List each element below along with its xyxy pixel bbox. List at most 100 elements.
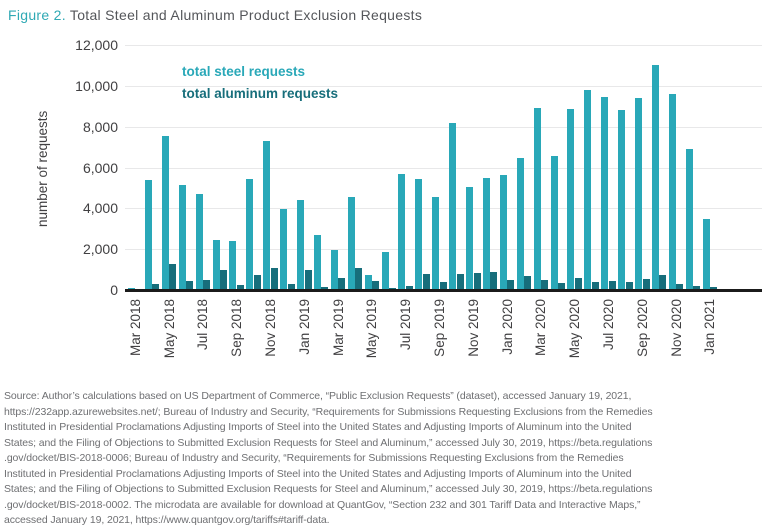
- bar-aluminum-Nov-2018: [270, 267, 278, 290]
- bar-steel-Mar-2019: [330, 250, 338, 290]
- bar-aluminum-Dec-2018: [287, 283, 295, 290]
- bar-aluminum-Jul-2020: [608, 280, 616, 290]
- source-line: Instituted in Presidential Proclamations…: [4, 421, 632, 433]
- x-tick-label: Sep 2018: [229, 299, 245, 357]
- bar-steel-Sep-2020: [635, 98, 642, 290]
- x-tick-label: Jul 2020: [600, 299, 616, 351]
- x-tick-label: Nov 2019: [465, 299, 481, 357]
- bar-aluminum-Sep-2020: [642, 278, 650, 290]
- bar-aluminum-Aug-2020: [625, 281, 633, 290]
- bar-aluminum-Jun-2020: [591, 281, 599, 290]
- bar-aluminum-Sep-2019: [439, 282, 447, 290]
- bar-aluminum-Oct-2019: [456, 273, 464, 290]
- x-tick-label: Mar 2020: [533, 299, 549, 357]
- x-axis-line: [125, 289, 762, 292]
- bar-steel-Jan-2019: [297, 200, 304, 290]
- y-tick-label: 2,000: [82, 241, 118, 258]
- bar-aluminum-Jan-2020: [507, 279, 515, 290]
- y-tick-label: 0: [110, 282, 118, 298]
- bar-steel-Oct-2019: [449, 122, 457, 290]
- source-line: Instituted in Presidential Proclamations…: [4, 467, 632, 480]
- bar-steel-Dec-2018: [280, 209, 288, 290]
- bar-steel-Jul-2019: [398, 173, 406, 290]
- bar-steel-Sep-2019: [432, 197, 440, 290]
- x-tick-label: Jul 2019: [398, 299, 414, 351]
- bar-aluminum-Jul-2019: [405, 285, 413, 290]
- x-tick-label: Nov 2018: [262, 299, 278, 357]
- y-tick-label: 4,000: [82, 200, 118, 217]
- bar-aluminum-May-2020: [574, 277, 582, 290]
- x-tick-label: Jan 2021: [702, 299, 718, 355]
- bar-aluminum-Dec-2020: [693, 285, 701, 290]
- x-tick-label: Mar 2019: [330, 299, 346, 357]
- y-tick-label: 8,000: [82, 118, 118, 135]
- gridline: [125, 126, 762, 128]
- legend-entry-aluminum: total aluminum requests: [182, 86, 339, 101]
- bar-aluminum-Dec-2019: [490, 271, 498, 290]
- bar-aluminum-Jun-2018: [186, 281, 194, 290]
- figure-title: Figure 2. Total Steel and Aluminum Produ…: [8, 7, 422, 23]
- x-tick-label: Jan 2019: [296, 299, 312, 355]
- y-tick-label: 6,000: [82, 159, 118, 176]
- bar-steel-May-2020: [567, 109, 575, 290]
- x-tick-label: Mar 2018: [127, 299, 143, 357]
- bar-steel-Aug-2019: [415, 178, 423, 290]
- source-line: Source: Author’s calculations based on U…: [4, 390, 632, 402]
- bar-aluminum-Sep-2018: [236, 284, 244, 290]
- source-line: .gov/docket/BIS-2018-0002. The microdata…: [4, 498, 641, 511]
- y-tick-label: 10,000: [75, 77, 118, 94]
- bar-aluminum-Aug-2019: [422, 273, 430, 290]
- bar-steel-Feb-2020: [516, 158, 524, 290]
- legend-entry-steel: total steel requests: [182, 64, 306, 79]
- bar-steel-Sep-2018: [229, 241, 237, 290]
- bar-aluminum-Jul-2018: [203, 279, 211, 290]
- bar-aluminum-Mar-2020: [541, 280, 549, 290]
- x-tick-label: May 2020: [567, 299, 583, 359]
- bar-steel-Feb-2019: [313, 234, 321, 290]
- bar-aluminum-Jan-2019: [304, 269, 312, 290]
- source-line: .gov/docket/BIS-2018-0006; Bureau of Ind…: [4, 452, 624, 464]
- y-tick-label: 12,000: [75, 37, 118, 53]
- bar-steel-Apr-2020: [550, 156, 558, 290]
- x-tick-label: Nov 2020: [668, 299, 684, 357]
- bar-steel-Nov-2018: [263, 140, 271, 290]
- bar-steel-Jun-2019: [381, 252, 389, 290]
- x-tick-label: Sep 2020: [634, 299, 650, 357]
- gridline: [125, 249, 762, 251]
- bar-steel-Jul-2018: [195, 194, 203, 290]
- bar-aluminum-Mar-2019: [338, 277, 346, 290]
- bar-aluminum-May-2018: [169, 264, 177, 290]
- bar-steel-Jan-2020: [499, 174, 507, 290]
- bar-aluminum-Nov-2019: [473, 272, 481, 290]
- source-note: Source: Author’s calculations based on U…: [4, 389, 653, 529]
- bar-aluminum-Feb-2020: [524, 275, 532, 290]
- bar-aluminum-Feb-2019: [321, 286, 329, 290]
- bar-steel-Dec-2019: [482, 177, 490, 290]
- source-line: https://232app.azurewebsites.net/; Burea…: [4, 405, 653, 418]
- bar-steel-Dec-2020: [685, 149, 693, 290]
- gridline: [125, 167, 762, 169]
- bar-aluminum-Jan-2021: [710, 286, 718, 290]
- gridline: [125, 45, 762, 46]
- x-tick-label: Sep 2019: [431, 299, 447, 357]
- bar-steel-May-2019: [364, 274, 372, 290]
- bar-steel-May-2018: [161, 135, 169, 290]
- x-tick-label: May 2019: [364, 299, 380, 359]
- bar-steel-Aug-2020: [618, 110, 626, 290]
- bar-steel-Jan-2021: [702, 218, 710, 290]
- bar-steel-Mar-2018: [128, 287, 135, 290]
- bar-steel-Jul-2020: [601, 97, 609, 290]
- bar-aluminum-Oct-2020: [659, 274, 667, 290]
- gridline: [125, 85, 762, 87]
- source-line: States; and the Filing of Objections to …: [4, 436, 653, 449]
- bar-steel-Mar-2020: [533, 108, 541, 290]
- bar-steel-Nov-2020: [668, 94, 676, 290]
- bar-steel-Apr-2018: [144, 179, 152, 290]
- source-line: accessed January 19, 2021, https://www.q…: [4, 514, 330, 526]
- bar-aluminum-Apr-2018: [152, 283, 160, 290]
- figure-title-text: Total Steel and Aluminum Product Exclusi…: [65, 7, 423, 23]
- bar-steel-Apr-2019: [347, 197, 355, 290]
- bar-aluminum-May-2019: [372, 280, 380, 290]
